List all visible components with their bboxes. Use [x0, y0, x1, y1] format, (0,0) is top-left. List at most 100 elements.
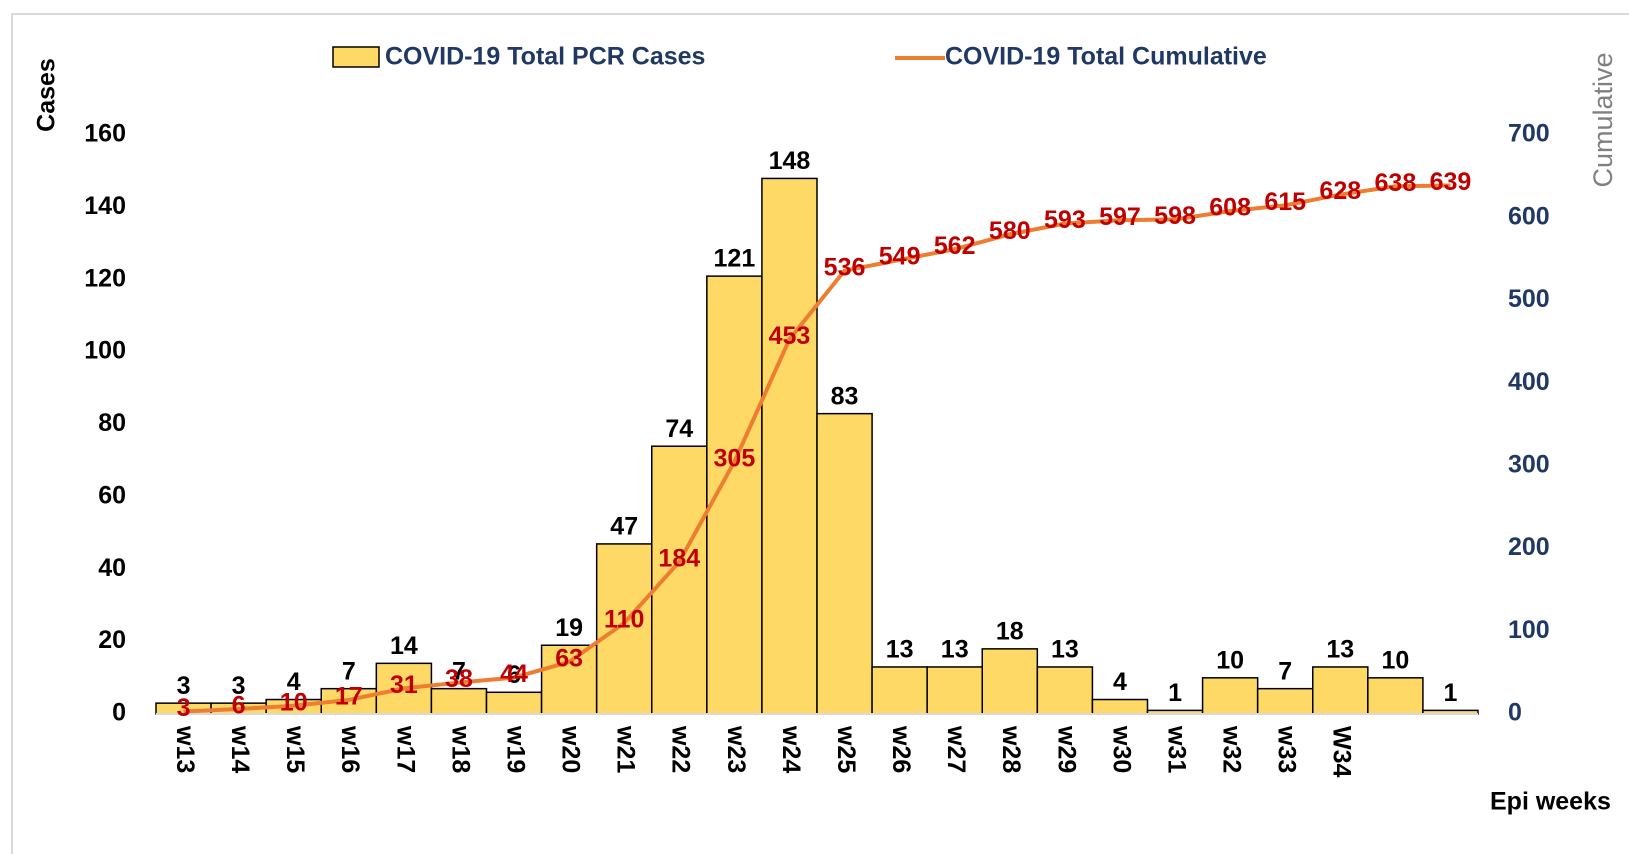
y2-tick-label: 400 — [1508, 368, 1550, 396]
cumulative-line — [183, 183, 1451, 714]
cumulative-label: 6 — [232, 692, 246, 720]
y2-tick-label: 700 — [1508, 120, 1550, 148]
bar-value-label: 1 — [1444, 679, 1458, 707]
y-tick-label: 60 — [98, 481, 126, 509]
cumulative-label: 628 — [1319, 177, 1361, 205]
bar-value-label: 3 — [232, 672, 246, 700]
y-tick-label: 20 — [98, 626, 126, 654]
x-tick-label: w21 — [612, 725, 640, 773]
bar-value-label: 47 — [610, 513, 638, 541]
cumulative-label: 580 — [989, 217, 1031, 245]
x-tick-label: w26 — [887, 725, 915, 773]
x-tick-label: w20 — [557, 725, 585, 773]
x-tick-label: w19 — [501, 725, 529, 773]
y-tick-label: 0 — [112, 699, 126, 727]
x-tick-label: W34 — [1328, 726, 1356, 778]
y2-tick-label: 300 — [1508, 450, 1550, 478]
y2-tick-label: 200 — [1508, 533, 1550, 561]
bar-value-label: 14 — [390, 632, 418, 660]
cumulative-label: 3 — [177, 694, 191, 722]
cumulative-label: 38 — [445, 665, 473, 693]
x-tick-label: w23 — [722, 725, 750, 773]
y2-tick-label: 0 — [1508, 699, 1522, 727]
y-tick-label: 100 — [84, 337, 126, 365]
cumulative-label: 10 — [280, 688, 308, 716]
y2-tick-label: 100 — [1508, 616, 1550, 644]
bar — [816, 412, 873, 715]
x-tick-label: w31 — [1162, 725, 1190, 773]
bar-value-label: 13 — [1326, 636, 1354, 664]
legend-label: COVID-19 Total PCR Cases — [385, 43, 705, 71]
x-tick-label: w16 — [336, 725, 364, 773]
x-tick-label: w32 — [1218, 725, 1246, 773]
cumulative-label: 615 — [1264, 188, 1306, 216]
bar-value-label: 18 — [996, 617, 1024, 645]
cumulative-label: 597 — [1099, 203, 1141, 231]
cumulative-label: 549 — [879, 243, 921, 271]
cumulative-label: 44 — [500, 660, 528, 688]
legend: COVID-19 Total PCR Cases COVID-19 Total … — [332, 43, 1267, 71]
y2-tick-label: 600 — [1508, 202, 1550, 230]
bar-value-label: 13 — [941, 636, 969, 664]
y-tick-label: 40 — [98, 554, 126, 582]
bar-value-label: 6 — [507, 661, 521, 689]
bar-value-label: 1 — [1168, 679, 1182, 707]
bar — [1036, 666, 1094, 715]
bar-value-label: 83 — [831, 382, 859, 410]
x-tick-label: w28 — [997, 725, 1025, 773]
y-tick-label: 80 — [98, 409, 126, 437]
bar-value-label: 3 — [177, 672, 191, 700]
bar — [926, 666, 984, 715]
y2-tick-label: 500 — [1508, 285, 1550, 313]
cumulative-label: 63 — [555, 644, 583, 672]
cumulative-label: 184 — [658, 544, 700, 572]
bar-value-label: 4 — [1113, 668, 1127, 696]
x-tick-label: w25 — [832, 725, 860, 773]
x-tick-label: w29 — [1052, 725, 1080, 773]
y2-axis-title: Cumulative — [1588, 52, 1618, 187]
x-tick-label: w15 — [281, 725, 309, 773]
bar — [595, 543, 653, 715]
cumulative-label: 31 — [390, 671, 418, 699]
bar — [1312, 666, 1369, 715]
x-tick-label: w14 — [226, 725, 254, 773]
bar — [981, 648, 1039, 715]
bar-value-label: 13 — [886, 636, 914, 664]
bar-value-label: 4 — [287, 668, 301, 696]
bar-value-label: 74 — [665, 415, 693, 443]
bar-value-label: 7 — [1278, 657, 1292, 685]
x-tick-label: w27 — [942, 725, 970, 773]
bar-value-label: 10 — [1216, 646, 1244, 674]
cumulative-label: 536 — [824, 253, 866, 281]
bar — [1367, 677, 1424, 715]
bar-value-label: 148 — [769, 147, 811, 175]
x-tick-label: w33 — [1273, 725, 1301, 773]
x-axis-title: Epi weeks — [1490, 788, 1611, 816]
x-tick-label: w24 — [777, 725, 805, 773]
x-tick-label: w22 — [667, 725, 695, 773]
bar-value-label: 10 — [1381, 646, 1409, 674]
y-tick-label: 140 — [84, 192, 126, 220]
y-tick-label: 160 — [84, 120, 126, 148]
bar-value-label: 7 — [342, 657, 356, 685]
cumulative-label: 593 — [1044, 206, 1086, 234]
bar — [1256, 687, 1314, 715]
bar-value-label: 7 — [452, 657, 466, 685]
cumulative-label: 453 — [769, 322, 811, 350]
cumulative-label: 110 — [604, 606, 644, 634]
bar-value-label: 121 — [714, 245, 756, 273]
y-axis-title: Cases — [33, 58, 61, 132]
x-tick-label: w13 — [171, 725, 199, 773]
x-tick-label: w17 — [391, 725, 419, 773]
cumulative-label: 17 — [335, 683, 363, 711]
y-tick-label: 120 — [84, 264, 126, 292]
legend-swatch — [332, 46, 380, 68]
bar-value-label: 19 — [555, 614, 583, 642]
cumulative-label: 638 — [1375, 169, 1417, 197]
x-tick-label: w30 — [1107, 725, 1135, 773]
cumulative-label: 305 — [714, 444, 756, 472]
bar — [1091, 698, 1149, 715]
cumulative-label: 608 — [1209, 194, 1251, 222]
bar — [1201, 677, 1259, 715]
x-tick-label: w18 — [446, 725, 474, 773]
